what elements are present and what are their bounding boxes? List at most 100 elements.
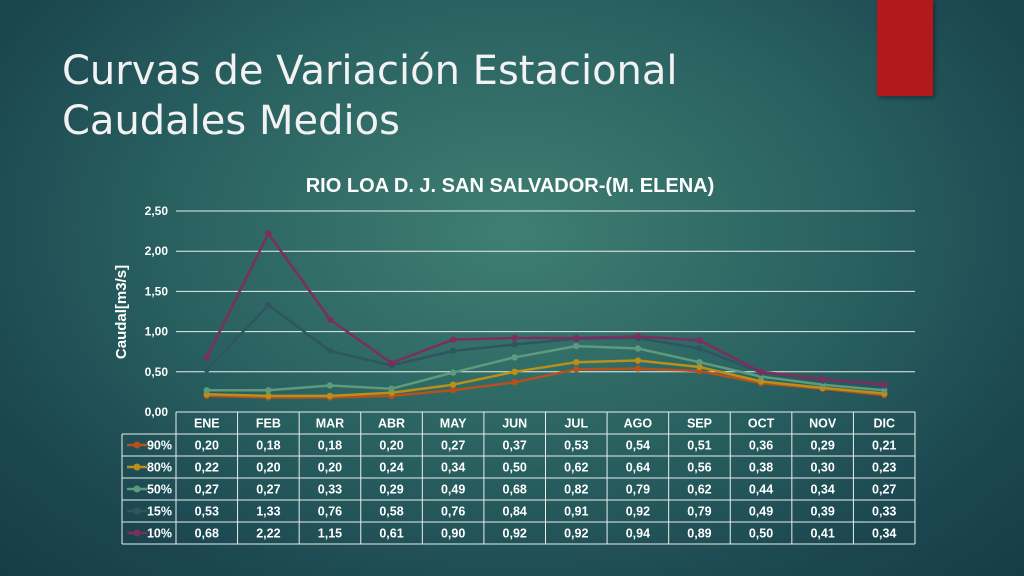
- data-point: [326, 316, 334, 323]
- data-table-value: 0,68: [195, 527, 219, 541]
- data-table-value: 0,37: [503, 439, 527, 453]
- data-table-value: 0,94: [626, 527, 650, 541]
- data-point: [326, 347, 334, 355]
- data-table-value: 0,61: [379, 527, 403, 541]
- data-point: [881, 381, 888, 388]
- slide-title: Curvas de Variación Estacional Caudales …: [62, 46, 862, 146]
- x-category-label: SEP: [687, 417, 712, 431]
- data-point: [511, 354, 518, 361]
- series-line: [206, 359, 885, 398]
- data-point: [819, 375, 826, 383]
- x-category-label: MAR: [316, 417, 344, 431]
- data-table-value: 0,20: [318, 461, 342, 475]
- data-point: [511, 379, 518, 386]
- data-table-value: 1,15: [318, 527, 342, 541]
- y-tick-label: 0,50: [145, 365, 169, 379]
- series-line: [206, 367, 885, 399]
- data-table-value: 0,33: [872, 505, 896, 519]
- y-tick-label: 0,00: [145, 405, 169, 419]
- data-table-value: 0,91: [564, 505, 588, 519]
- data-table-value: 0,90: [441, 527, 465, 541]
- legend-series-name: 10%: [147, 527, 172, 541]
- data-table-value: 0,33: [318, 483, 342, 497]
- x-category-label: DIC: [873, 417, 895, 431]
- data-table-value: 0,50: [749, 527, 773, 541]
- chart-title: RIO LOA D. J. SAN SALVADOR-(M. ELENA): [306, 175, 715, 197]
- data-point: [634, 333, 642, 340]
- data-table-value: 2,22: [256, 527, 280, 541]
- data-point: [449, 387, 457, 394]
- data-table-value: 0,27: [256, 483, 280, 497]
- data-table-value: 0,51: [687, 439, 711, 453]
- data-table-value: 0,62: [687, 483, 711, 497]
- data-table-value: 0,92: [626, 505, 650, 519]
- data-point: [573, 334, 580, 342]
- x-category-label: OCT: [748, 417, 775, 431]
- data-point: [573, 366, 580, 373]
- data-table-value: 0,38: [749, 461, 773, 475]
- data-table-value: 0,20: [256, 461, 280, 475]
- x-category-label: AGO: [624, 417, 653, 431]
- data-point: [449, 369, 457, 376]
- legend-key-marker: [133, 485, 141, 493]
- data-table-value: 0,82: [564, 483, 588, 497]
- y-axis-label: Caudal[m3/s]: [113, 265, 130, 359]
- data-point: [511, 334, 518, 342]
- data-table-value: 0,36: [749, 439, 773, 453]
- data-table-value: 0,92: [564, 527, 588, 541]
- data-table-value: 0,79: [687, 505, 711, 519]
- data-table-value: 0,79: [626, 483, 650, 497]
- y-tick-label: 2,50: [145, 204, 169, 218]
- series-lines: [203, 230, 888, 401]
- data-table-value: 0,84: [503, 505, 527, 519]
- data-table-value: 0,49: [749, 505, 773, 519]
- data-table-value: 0,34: [441, 461, 465, 475]
- series-line: [205, 232, 885, 386]
- gridlines: [176, 210, 915, 373]
- data-point: [449, 381, 457, 388]
- data-table-value: 0,58: [379, 505, 403, 519]
- data-table-value: 0,34: [810, 483, 834, 497]
- x-category-label: NOV: [809, 417, 837, 431]
- legend-series-name: 50%: [147, 483, 172, 497]
- y-tick-label: 1,00: [145, 325, 169, 339]
- data-table-value: 0,27: [441, 439, 465, 453]
- data-point: [203, 354, 210, 361]
- x-category-label: JUN: [502, 417, 527, 431]
- data-table-value: 0,20: [195, 439, 219, 453]
- data-table-value: 0,23: [872, 461, 896, 475]
- x-category-label: ENE: [194, 417, 220, 431]
- legend-key-marker: [133, 463, 141, 471]
- data-point: [757, 368, 765, 375]
- data-point: [388, 385, 395, 392]
- series-line: [206, 344, 885, 392]
- data-table-value: 0,50: [503, 461, 527, 475]
- data-point: [265, 387, 272, 394]
- data-point: [449, 336, 457, 343]
- data-table-value: 0,29: [379, 483, 403, 497]
- data-point: [573, 342, 580, 350]
- data-point: [511, 341, 518, 348]
- data-point: [881, 387, 888, 394]
- x-category-label: FEB: [256, 417, 281, 431]
- data-table-value: 0,76: [441, 505, 465, 519]
- slide-title-line-1: Curvas de Variación Estacional: [62, 48, 678, 94]
- data-point: [696, 363, 703, 371]
- data-table-value: 0,29: [810, 439, 834, 453]
- data-point: [449, 347, 457, 355]
- data-table-value: 0,44: [749, 483, 773, 497]
- y-tick-labels: 0,00 0,50 1,00 1,50 2,00 2,50: [145, 204, 169, 419]
- legend-series-name: 15%: [147, 505, 172, 519]
- data-point: [634, 365, 642, 372]
- data-point: [326, 392, 334, 400]
- data-table-value: 0,76: [318, 505, 342, 519]
- data-point: [696, 345, 703, 352]
- data-table-value: 0,27: [195, 483, 219, 497]
- data-table-value: 0,92: [503, 527, 527, 541]
- data-point: [696, 358, 703, 366]
- data-point: [634, 357, 642, 364]
- data-table-value: 0,22: [195, 461, 219, 475]
- data-table-value: 0,20: [379, 439, 403, 453]
- legend-key-marker: [133, 529, 141, 537]
